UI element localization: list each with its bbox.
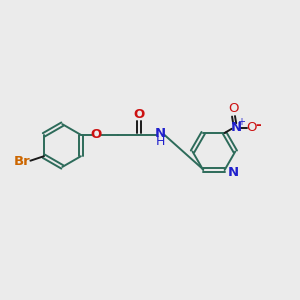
Text: -: - xyxy=(256,118,261,132)
Text: O: O xyxy=(91,128,102,141)
Text: N: N xyxy=(230,121,242,134)
Text: O: O xyxy=(228,102,239,115)
Text: H: H xyxy=(156,136,165,148)
Text: Br: Br xyxy=(14,155,31,168)
Text: O: O xyxy=(246,121,256,134)
Text: N: N xyxy=(227,166,239,179)
Text: +: + xyxy=(237,117,245,127)
Text: N: N xyxy=(155,128,166,140)
Text: O: O xyxy=(134,107,145,121)
